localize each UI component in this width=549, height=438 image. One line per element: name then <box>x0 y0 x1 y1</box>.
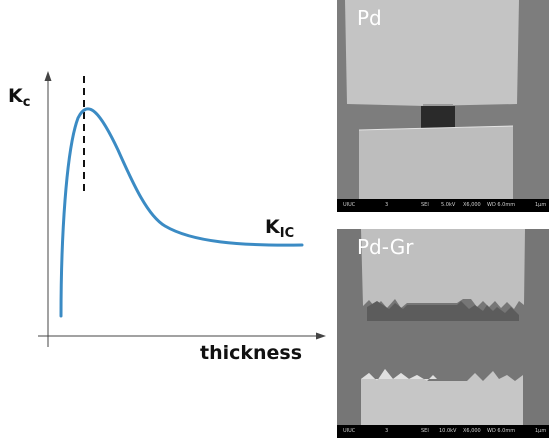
y-axis-label-sub: c <box>23 95 31 110</box>
sem-image-pd-gr-databar: UIUC 3 SEI 10.0kV X6,000 WD 6.0mm 1μm <box>337 425 549 438</box>
databar-num: 3 <box>385 428 389 434</box>
curve-label-sub: IC <box>280 226 294 241</box>
curve-label: KIC <box>265 216 294 241</box>
x-axis-label: thickness <box>200 342 302 364</box>
sem-image-pd-label: Pd <box>357 6 382 30</box>
databar-wd: WD 6.0mm <box>487 202 516 208</box>
databar-org: UIUC <box>343 202 356 208</box>
databar-org: UIUC <box>343 428 356 434</box>
databar-mode: SEI <box>421 202 429 208</box>
databar-num: 3 <box>385 202 389 208</box>
kc-curve <box>59 107 304 318</box>
sem-image-pd-gr: Pd-Gr UIUC 3 SEI 10.0kV X6,000 WD 6.0mm … <box>337 229 549 438</box>
x-axis-arrowhead <box>316 332 326 340</box>
databar-kv: 10.0kV <box>439 428 457 434</box>
sem-image-pd-gr-artwork <box>337 229 549 438</box>
y-axis-label: Kc <box>8 85 30 110</box>
databar-mode: SEI <box>421 428 429 434</box>
databar-wd: WD 6.0mm <box>487 428 516 434</box>
y-axis-arrowhead <box>44 71 52 81</box>
databar-mag: X6,000 <box>463 202 481 208</box>
databar-scale: 1μm <box>535 202 547 208</box>
sem-image-pd-artwork <box>337 0 549 212</box>
databar-kv: 5.0kV <box>441 202 456 208</box>
databar-scale: 1μm <box>535 428 547 434</box>
sem-image-pd-databar: UIUC 3 SEI 5.0kV X6,000 WD 6.0mm 1μm <box>337 199 549 212</box>
sem-image-pd: Pd UIUC 3 SEI 5.0kV X6,000 WD 6.0mm 1μm <box>337 0 549 212</box>
sem-image-pd-gr-label: Pd-Gr <box>357 235 414 259</box>
curve-label-main: K <box>265 216 281 238</box>
databar-mag: X6,000 <box>463 428 481 434</box>
y-axis-label-main: K <box>8 85 24 107</box>
